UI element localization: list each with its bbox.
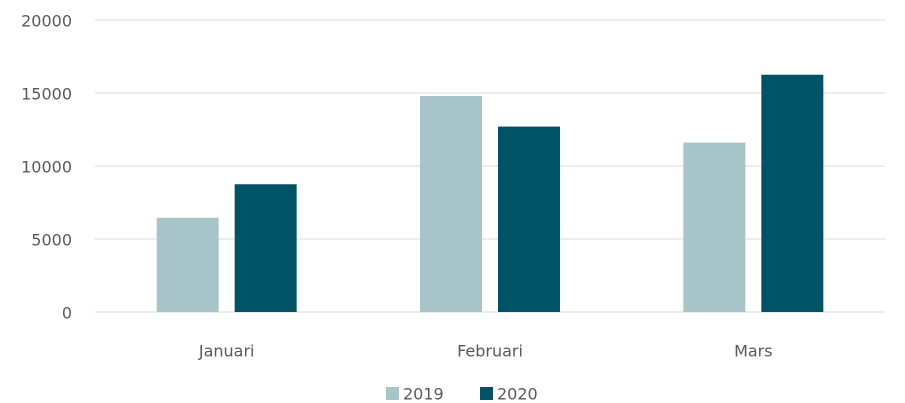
- x-tick-label: Januari: [198, 342, 255, 361]
- bar: [498, 126, 560, 312]
- legend-label: 2019: [403, 385, 444, 403]
- legend-swatch: [386, 387, 399, 400]
- legend-label: 2020: [497, 385, 538, 403]
- y-tick-label: 10000: [21, 158, 72, 177]
- x-tick-label: Februari: [457, 342, 523, 361]
- bar: [761, 74, 824, 312]
- bar: [420, 95, 482, 312]
- y-tick-label: 15000: [21, 85, 72, 104]
- y-tick-label: 20000: [21, 12, 72, 31]
- x-tick-label: Mars: [734, 342, 773, 361]
- legend-swatch: [480, 387, 493, 400]
- y-tick-label: 0: [62, 304, 72, 323]
- y-tick-label: 5000: [31, 231, 72, 250]
- bar: [234, 184, 297, 312]
- bar: [683, 142, 746, 312]
- bar: [156, 217, 219, 312]
